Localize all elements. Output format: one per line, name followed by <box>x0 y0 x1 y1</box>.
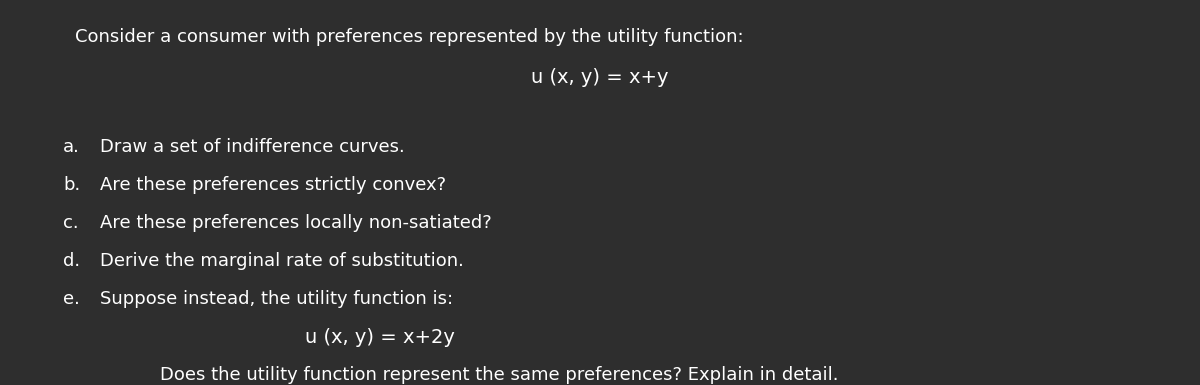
Text: Are these preferences locally non-satiated?: Are these preferences locally non-satiat… <box>100 214 492 232</box>
Text: b.: b. <box>64 176 80 194</box>
Text: e.: e. <box>64 290 80 308</box>
Text: Draw a set of indifference curves.: Draw a set of indifference curves. <box>100 138 404 156</box>
Text: Are these preferences strictly convex?: Are these preferences strictly convex? <box>100 176 446 194</box>
Text: Suppose instead, the utility function is:: Suppose instead, the utility function is… <box>100 290 454 308</box>
Text: a.: a. <box>64 138 80 156</box>
Text: Does the utility function represent the same preferences? Explain in detail.: Does the utility function represent the … <box>160 366 839 384</box>
Text: u (x, y) = x+2y: u (x, y) = x+2y <box>305 328 455 347</box>
Text: Consider a consumer with preferences represented by the utility function:: Consider a consumer with preferences rep… <box>74 28 744 46</box>
Text: u (x, y) = x+y: u (x, y) = x+y <box>532 68 668 87</box>
Text: Derive the marginal rate of substitution.: Derive the marginal rate of substitution… <box>100 252 464 270</box>
Text: d.: d. <box>64 252 80 270</box>
Text: c.: c. <box>64 214 79 232</box>
